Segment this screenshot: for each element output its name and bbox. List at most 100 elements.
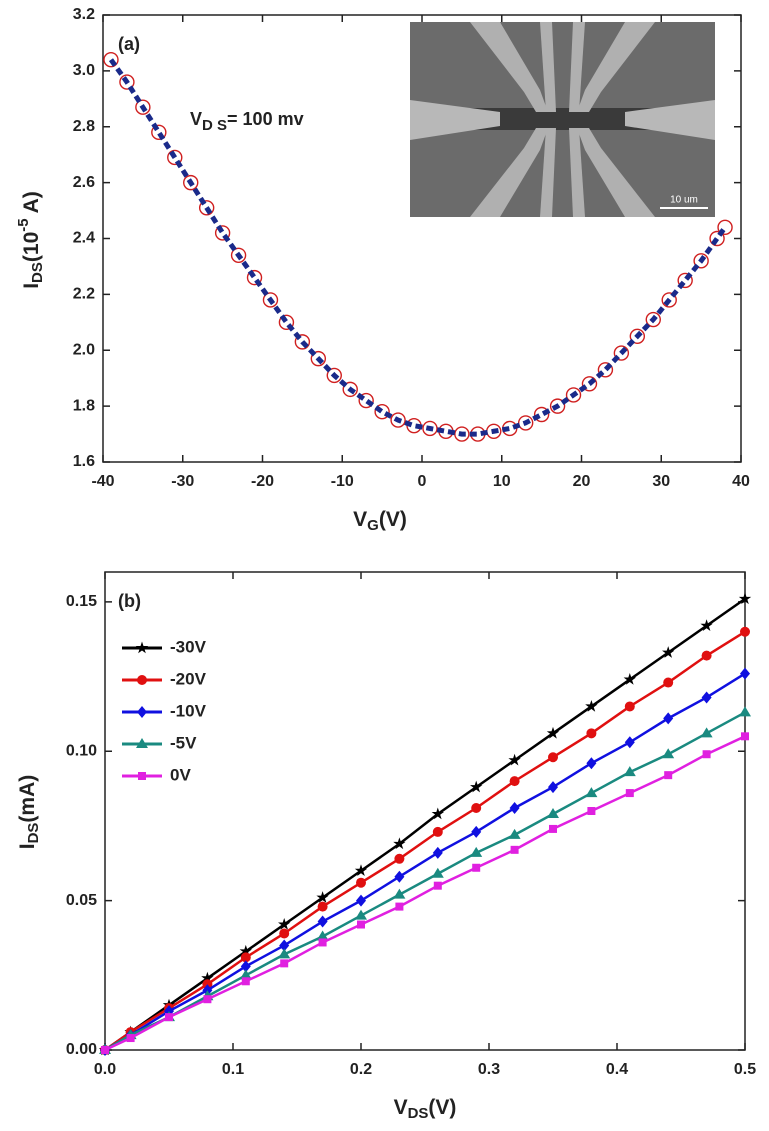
marker — [354, 864, 368, 877]
marker — [294, 334, 311, 350]
marker — [135, 99, 151, 115]
marker — [318, 938, 327, 947]
marker — [471, 803, 482, 814]
x-tick-label: -30 — [171, 473, 194, 490]
plot-frame — [104, 571, 746, 1051]
marker — [230, 247, 247, 263]
data-line — [108, 58, 728, 437]
marker — [585, 699, 598, 712]
y-tick-label: 0.15 — [66, 593, 97, 610]
data-line — [104, 711, 746, 1052]
marker — [509, 802, 520, 815]
y-tick-label: 0.10 — [66, 742, 97, 759]
marker — [702, 750, 711, 759]
marker — [394, 870, 405, 883]
marker — [138, 772, 146, 780]
marker — [374, 404, 390, 420]
marker — [167, 149, 183, 166]
marker — [137, 706, 147, 718]
x-axis-label: VG(V) — [353, 508, 407, 534]
marker — [662, 646, 675, 658]
panel-label: (a) — [118, 34, 140, 54]
data-line — [104, 597, 746, 1052]
marker — [624, 736, 635, 749]
marker — [422, 420, 438, 437]
x-tick-label: -10 — [331, 473, 354, 490]
y-axis-label: IDS(10-5 A) — [15, 191, 46, 289]
marker — [661, 292, 677, 308]
legend-label: -20V — [170, 669, 207, 688]
legend-label: -5V — [170, 733, 197, 752]
marker — [278, 918, 291, 930]
inset-scale-label: 10 um — [670, 195, 698, 206]
marker — [279, 928, 290, 939]
marker — [740, 626, 750, 637]
vds-annotation: VD S= 100 mv — [190, 109, 304, 134]
marker — [581, 376, 598, 392]
inset-image: 10 um — [410, 22, 715, 217]
x-tick-label: 30 — [652, 473, 670, 490]
marker — [701, 650, 712, 661]
marker — [664, 771, 673, 780]
marker — [183, 174, 199, 191]
marker — [310, 350, 327, 367]
marker — [240, 960, 251, 973]
marker — [585, 787, 598, 798]
y-tick-label: 2.4 — [73, 230, 95, 247]
x-tick-label: 0 — [418, 473, 427, 490]
marker — [470, 780, 483, 793]
marker — [433, 881, 442, 890]
marker — [738, 592, 752, 605]
data-line — [104, 630, 746, 1052]
marker — [508, 753, 521, 766]
x-tick-label: 0.5 — [734, 1061, 756, 1078]
marker — [390, 412, 406, 428]
x-tick-label: 0.0 — [94, 1061, 116, 1078]
marker — [317, 901, 328, 912]
marker — [629, 328, 646, 344]
marker — [624, 701, 635, 712]
marker — [135, 641, 149, 654]
marker — [278, 948, 291, 959]
marker — [198, 200, 215, 216]
marker — [356, 877, 366, 888]
marker — [432, 826, 443, 837]
marker — [472, 863, 481, 872]
y-axis-label: IDS(mA) — [16, 775, 42, 850]
marker — [431, 807, 444, 820]
x-tick-label: 40 — [732, 473, 750, 490]
marker — [316, 930, 329, 941]
marker — [280, 959, 289, 968]
marker — [165, 1013, 173, 1022]
marker — [548, 752, 558, 763]
marker — [278, 314, 295, 331]
marker — [239, 944, 252, 957]
data-line — [104, 735, 746, 1052]
marker — [395, 902, 404, 911]
marker — [547, 807, 559, 818]
y-tick-label: 2.6 — [73, 174, 95, 191]
x-tick-label: 0.1 — [222, 1061, 244, 1078]
marker — [740, 667, 750, 680]
marker — [393, 888, 406, 899]
y-tick-label: 2.0 — [73, 341, 95, 358]
marker — [533, 406, 550, 423]
marker — [432, 846, 443, 859]
marker — [623, 766, 636, 777]
marker — [454, 426, 470, 442]
x-tick-label: 20 — [573, 473, 591, 490]
marker — [597, 362, 614, 378]
marker — [201, 971, 214, 984]
marker — [239, 969, 252, 980]
marker — [546, 726, 560, 739]
y-tick-label: 0.00 — [66, 1041, 97, 1058]
marker — [677, 272, 693, 289]
marker — [126, 1034, 135, 1043]
marker — [355, 909, 367, 920]
marker — [625, 789, 634, 798]
marker — [509, 776, 520, 787]
marker — [717, 219, 733, 236]
marker — [246, 269, 263, 286]
marker — [663, 712, 674, 725]
